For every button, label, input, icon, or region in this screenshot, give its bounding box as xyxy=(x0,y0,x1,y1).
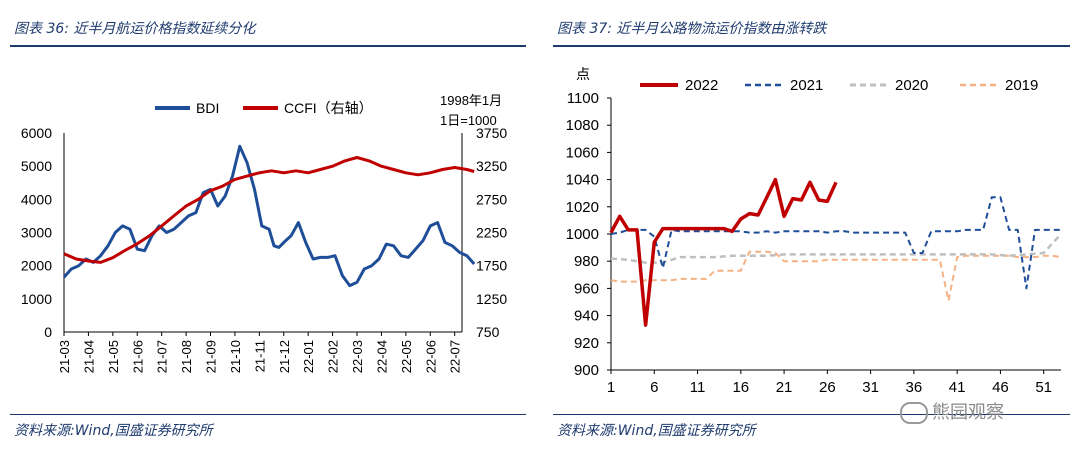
legend-label-2022: 2022 xyxy=(685,77,718,94)
right-title-rule xyxy=(553,45,1070,47)
y-left-tick-label: 0 xyxy=(44,324,52,340)
x-tick-label: 21-12 xyxy=(277,340,292,373)
left-footer-rule xyxy=(10,414,526,415)
right-chart: 点 900 920 940 960 980 1000 1020 1040 1060 1080 1100… xyxy=(566,66,1062,396)
left-title-rule xyxy=(10,45,526,47)
y-tick-label: 980 xyxy=(574,253,599,270)
series-line-2020 xyxy=(610,233,1062,264)
y-right-tick-label: 3250 xyxy=(476,158,507,174)
legend-label-ccfi: CCFI（右轴） xyxy=(284,100,373,116)
legend-label-2020: 2020 xyxy=(895,77,928,94)
x-tick-label: 22-03 xyxy=(350,340,365,373)
y-tick-label: 900 xyxy=(574,362,599,379)
y-left-tick-label: 5000 xyxy=(21,158,52,174)
x-tick-label: 41 xyxy=(949,379,966,396)
x-tick-label: 21-07 xyxy=(155,340,170,373)
legend-label-2019: 2019 xyxy=(1005,77,1038,94)
x-tick-label: 51 xyxy=(1035,379,1052,396)
x-tick-label: 21-04 xyxy=(81,340,96,373)
series-line-2019 xyxy=(610,250,1062,302)
x-tick-label: 21 xyxy=(776,379,793,396)
right-axis-note: 1日=1000 xyxy=(440,113,497,128)
x-tick-label: 6 xyxy=(650,379,658,396)
x-tick-label: 21-03 xyxy=(57,340,72,373)
y-left-tick-label: 1000 xyxy=(21,291,52,307)
y-axis-unit-label: 点 xyxy=(576,66,590,82)
x-tick-label: 22-01 xyxy=(301,340,316,373)
x-tick-label: 26 xyxy=(819,379,836,396)
x-tick-label: 22-07 xyxy=(448,340,463,373)
y-tick-label: 1000 xyxy=(566,226,599,243)
x-tick-label: 22-02 xyxy=(326,340,341,373)
y-left-tick-label: 3000 xyxy=(21,225,52,241)
x-tick-label: 46 xyxy=(992,379,1009,396)
y-right-tick-label: 1750 xyxy=(476,258,507,274)
y-left-tick-label: 4000 xyxy=(21,191,52,207)
watermark-text: 熊园观察 xyxy=(932,402,1004,423)
series-line-bdi xyxy=(62,144,476,288)
y-right-tick-label: 2750 xyxy=(476,191,507,207)
right-axis-note: 1998年1月 xyxy=(440,93,502,108)
y-tick-label: 1060 xyxy=(566,144,599,161)
y-tick-label: 940 xyxy=(574,308,599,325)
x-tick-label: 11 xyxy=(690,379,706,396)
y-tick-label: 1040 xyxy=(566,172,599,189)
watermark: 熊园观察 xyxy=(900,398,1004,424)
y-left-tick-label: 6000 xyxy=(21,125,52,141)
y-tick-label: 1100 xyxy=(567,90,599,107)
wechat-icon xyxy=(900,402,928,424)
x-tick-label: 21-10 xyxy=(228,340,243,373)
series-line-2022 xyxy=(609,177,838,327)
y-right-tick-label: 750 xyxy=(476,324,500,340)
series-line-2021 xyxy=(610,196,1061,290)
x-tick-label: 22-05 xyxy=(399,340,414,373)
x-tick-label: 31 xyxy=(862,379,879,396)
x-tick-label: 21-06 xyxy=(130,340,145,373)
y-right-tick-label: 3750 xyxy=(476,125,507,141)
left-chart-title: 图表 36: 近半月航运价格指数延续分化 xyxy=(14,21,256,37)
y-tick-label: 1080 xyxy=(566,117,599,134)
right-footer-rule xyxy=(553,414,1070,415)
y-right-tick-label: 2250 xyxy=(476,225,507,241)
y-tick-label: 920 xyxy=(574,335,599,352)
x-tick-label: 21-09 xyxy=(204,340,219,373)
left-chart: 0 1000 2000 3000 4000 5000 6000 750 1250 1750 2250… xyxy=(21,93,508,373)
x-tick-label: 22-06 xyxy=(423,340,438,373)
x-tick-label: 36 xyxy=(906,379,923,396)
x-tick-label: 21-08 xyxy=(179,340,194,373)
x-tick-label: 16 xyxy=(732,379,749,396)
right-chart-title: 图表 37: 近半月公路物流运价指数由涨转跌 xyxy=(557,21,827,37)
x-tick-label: 21-11 xyxy=(252,340,267,372)
x-tick-label: 22-04 xyxy=(374,340,389,373)
y-tick-label: 960 xyxy=(574,280,599,297)
left-source-note: 资料来源:Wind,国盛证券研究所 xyxy=(14,423,213,439)
y-right-tick-label: 1250 xyxy=(476,291,507,307)
legend-label-bdi: BDI xyxy=(196,100,219,116)
x-tick-label: 21-05 xyxy=(106,340,121,373)
x-tick-label: 1 xyxy=(607,379,615,396)
series-line-ccfi xyxy=(63,156,475,264)
y-tick-label: 1020 xyxy=(566,199,599,216)
legend-label-2021: 2021 xyxy=(790,77,823,94)
y-left-tick-label: 2000 xyxy=(21,258,52,274)
right-source-note: 资料来源:Wind,国盛证券研究所 xyxy=(557,423,756,439)
